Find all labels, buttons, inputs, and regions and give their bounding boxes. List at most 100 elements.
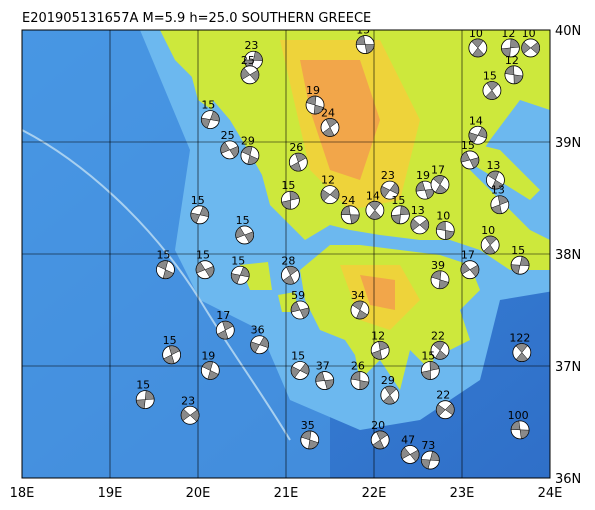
focal-mechanism — [315, 371, 335, 390]
beachball-quadrant — [432, 175, 445, 185]
beachball-quadrant — [460, 151, 471, 163]
y-tick-label: 38N — [555, 248, 581, 263]
beachball-quadrant — [299, 362, 310, 375]
beachball-quadrant — [409, 449, 420, 462]
focal-mechanism — [504, 65, 524, 85]
depth-label: 34 — [351, 289, 365, 302]
y-tick-label: 40N — [555, 24, 581, 39]
frame — [21, 29, 551, 479]
depth-label: 23 — [181, 394, 195, 407]
focal-mechanism — [430, 340, 450, 360]
beachball-quadrant — [435, 184, 448, 194]
beachball-quadrant — [281, 199, 292, 210]
focal-mechanism — [350, 300, 370, 320]
focal-mechanism — [512, 343, 532, 362]
focal-mechanism — [435, 400, 455, 420]
beachball-quadrant — [216, 329, 229, 340]
focal-mechanism — [500, 38, 520, 58]
x-tick-label: 23E — [450, 486, 475, 501]
beachball-quadrant — [521, 41, 532, 54]
depth-label: 10 — [469, 27, 483, 40]
trench-line — [22, 129, 291, 441]
depth-label: 15 — [156, 249, 170, 262]
depth-label: 15 — [196, 249, 210, 262]
focal-mechanism — [521, 38, 541, 58]
beachball-quadrant — [460, 262, 471, 275]
y-tick-label: 37N — [555, 360, 581, 375]
focal-mechanism — [420, 450, 440, 470]
beachball-quadrant — [469, 157, 480, 169]
beachball-quadrant — [325, 118, 338, 128]
beachball-quadrant — [299, 307, 310, 319]
y-tick-label: 39N — [555, 136, 581, 151]
beachball-quadrant — [180, 408, 191, 422]
focal-mechanism — [415, 180, 435, 200]
depth-label: 15 — [231, 254, 245, 267]
beachball-quadrant — [201, 117, 211, 129]
focal-mechanism — [235, 225, 255, 245]
focal-mechanism — [490, 195, 510, 215]
focal-mechanism — [435, 221, 455, 240]
x-tick-label: 24E — [538, 486, 563, 501]
beachball-quadrant — [247, 155, 259, 165]
depth-label: 17 — [461, 249, 475, 262]
depth-label: 28 — [281, 254, 295, 267]
beachball-quadrant — [290, 161, 302, 172]
focal-mechanism — [350, 371, 370, 390]
beachball-quadrant — [431, 270, 442, 281]
beachball-quadrant — [229, 145, 239, 158]
beachball-quadrant — [209, 110, 220, 122]
focal-mechanism — [510, 420, 530, 440]
beachball-quadrant — [156, 260, 169, 271]
beachball-quadrant — [430, 451, 440, 462]
beachball-quadrant — [421, 370, 431, 380]
beachball-quadrant — [371, 349, 383, 360]
focal-mechanism — [390, 205, 410, 225]
beachball-quadrant — [364, 44, 375, 54]
beachball-quadrant — [230, 273, 241, 285]
beachball-quadrant — [483, 244, 496, 255]
kefalonia — [240, 262, 272, 290]
beachball-quadrant — [249, 69, 260, 82]
focal-mechanism — [290, 361, 310, 380]
beachball-quadrant — [471, 38, 484, 49]
depth-label: 24 — [321, 106, 335, 119]
focal-mechanism — [380, 180, 400, 200]
beachball-quadrant — [382, 394, 396, 405]
beachball-quadrant — [239, 266, 250, 278]
depth-label: 15 — [163, 334, 177, 347]
beachball-quadrant — [429, 361, 440, 371]
beachball-quadrant — [195, 261, 206, 274]
corfu — [190, 70, 215, 110]
depth-label: 39 — [431, 259, 445, 272]
focal-mechanism — [180, 405, 200, 425]
beachball-quadrant — [356, 309, 368, 320]
focal-mechanism — [430, 175, 450, 194]
focal-mechanism — [460, 260, 480, 280]
depth-label: 29 — [381, 374, 395, 387]
beachball-quadrant — [491, 179, 504, 190]
depth-label: 14 — [469, 114, 483, 127]
focal-mechanism — [230, 265, 250, 285]
focal-mechanism — [156, 260, 175, 280]
focal-mechanism — [162, 345, 182, 365]
beachball-quadrant — [400, 205, 410, 216]
depth-label: 19 — [306, 84, 320, 97]
focal-mechanism — [430, 270, 450, 290]
beachball-quadrant — [315, 371, 326, 382]
beachball-quadrant — [135, 399, 146, 409]
depth-label: 37 — [316, 360, 330, 373]
beachball-quadrant — [163, 354, 175, 365]
beachball-quadrant — [235, 226, 246, 239]
beachball-quadrant — [250, 341, 260, 353]
beachball-quadrant — [510, 264, 521, 275]
depth-label: 73 — [421, 439, 435, 452]
beachball-quadrant — [322, 127, 335, 137]
beachball-quadrant — [199, 206, 210, 218]
beachball-quadrant — [286, 266, 299, 276]
euboea — [460, 140, 540, 200]
focal-mechanism — [370, 430, 390, 450]
beachball-quadrant — [282, 274, 295, 285]
